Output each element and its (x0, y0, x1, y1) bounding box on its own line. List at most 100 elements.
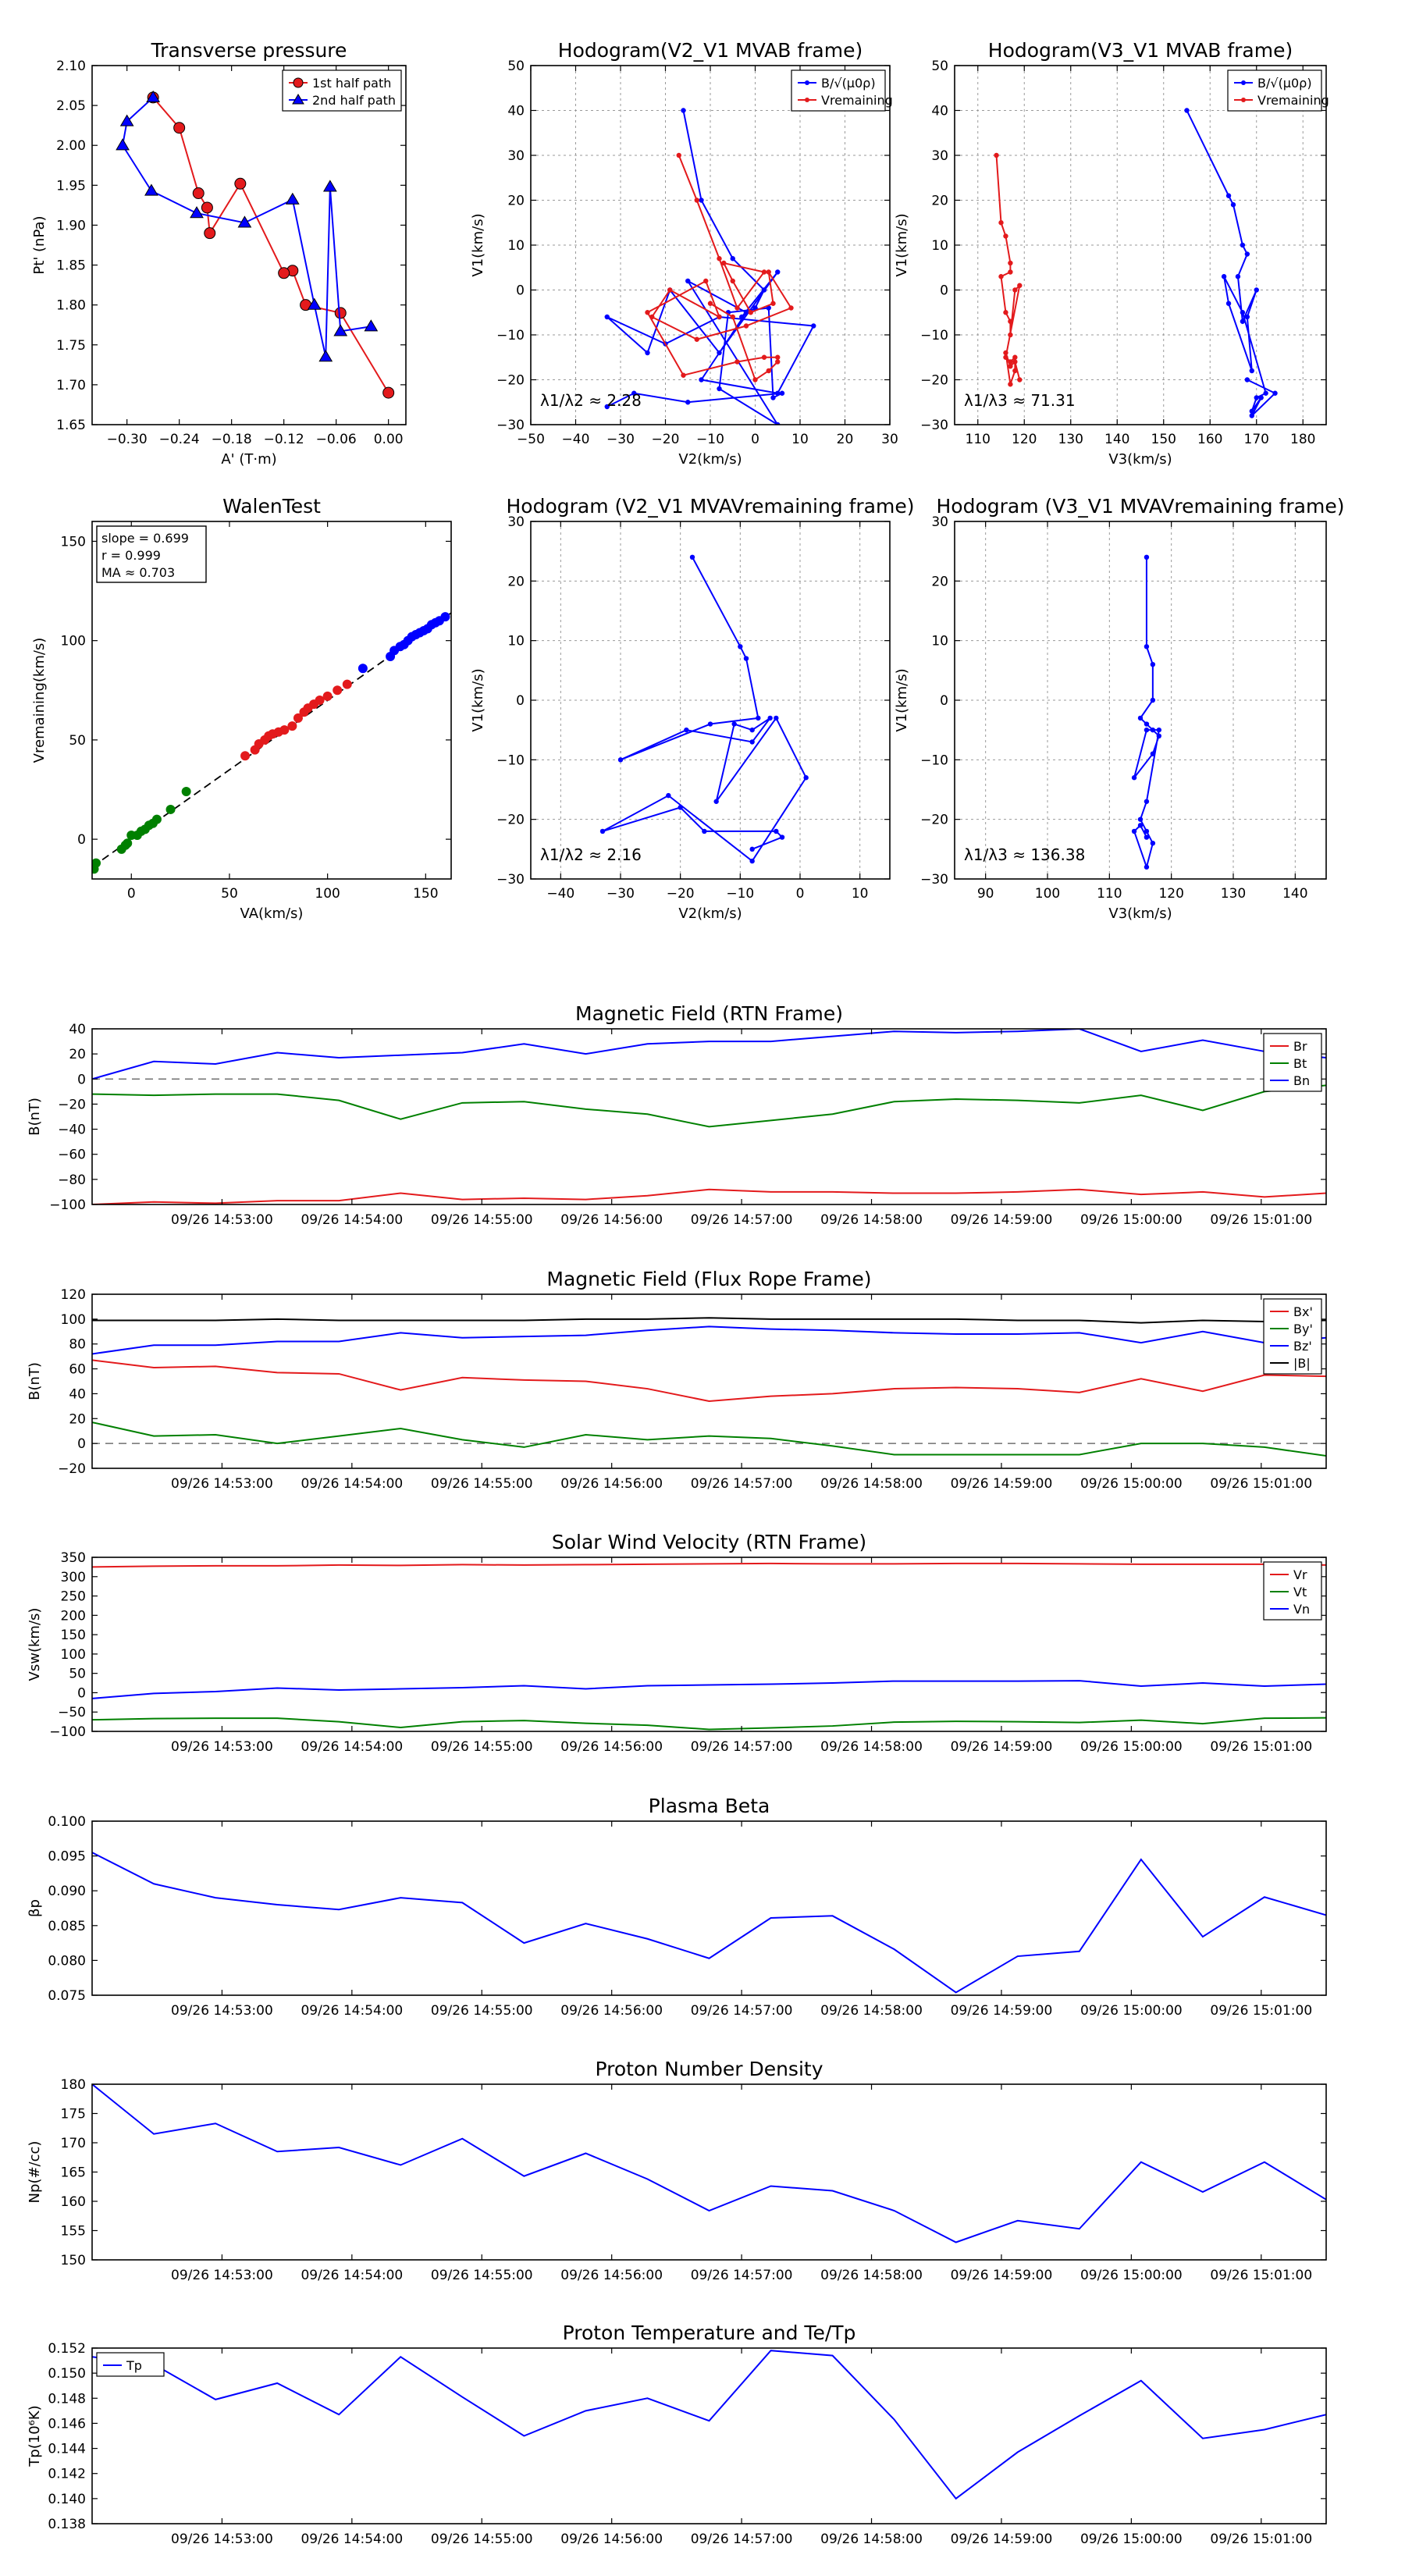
data-point (1008, 364, 1013, 369)
data-point (1008, 269, 1013, 275)
y-axis-label: V1(km/s) (894, 668, 910, 731)
chart-title: Magnetic Field (Flux Rope Frame) (546, 1268, 871, 1290)
x-tick-label: 09/26 14:54:00 (301, 1212, 403, 1228)
legend-marker (805, 80, 809, 85)
plot-frame (530, 521, 891, 880)
data-point (1249, 408, 1255, 414)
x-tick-label: −0.18 (212, 432, 252, 447)
data-point (770, 301, 776, 306)
x-tick-label: 09/26 15:00:00 (1080, 2268, 1183, 2283)
data-point (1221, 274, 1227, 279)
data-point (721, 260, 727, 266)
data-point (749, 858, 755, 864)
data-point (1008, 318, 1013, 324)
data-point (1272, 390, 1278, 396)
data-point (761, 269, 767, 275)
x-tick-label: 100 (315, 886, 340, 902)
x-tick-label: 160 (1197, 432, 1222, 447)
y-tick-label: −10 (496, 753, 525, 768)
series-line-B/√(μ0ρ) (1186, 110, 1277, 417)
data-point (1150, 697, 1156, 703)
data-point (645, 310, 650, 315)
data-layer (92, 1852, 1326, 1994)
x-tick-label: 09/26 14:56:00 (560, 2268, 663, 2283)
x-tick-label: 140 (1104, 432, 1129, 447)
y-tick-label: 1.80 (56, 298, 86, 314)
legend-label: Vremaining (821, 93, 893, 108)
scatter-point (342, 679, 352, 689)
y-tick-label: 0 (77, 1072, 86, 1087)
data-point (1008, 260, 1013, 266)
data-point (703, 278, 709, 284)
series-points-B/√(μ0ρ) (604, 108, 816, 425)
series-line-Vn (92, 1680, 1326, 1699)
data-point (1137, 817, 1144, 822)
data-layer (599, 554, 809, 864)
x-tick-label: 09/26 15:00:00 (1080, 1476, 1183, 1492)
y-tick-label: 2.00 (56, 138, 86, 154)
legend-box (791, 69, 886, 112)
x-tick-label: 09/26 15:01:00 (1210, 1739, 1312, 1755)
data-point (685, 400, 691, 405)
series-points-blue (357, 612, 450, 674)
data-point (1008, 382, 1013, 387)
x-axis-label: A' (T·m) (221, 451, 276, 468)
y-tick-label: 0 (516, 283, 525, 299)
y-tick-label: 20 (69, 1411, 86, 1427)
scatter-point (357, 664, 368, 674)
data-point (743, 323, 749, 329)
x-tick-label: 150 (413, 886, 438, 902)
y-tick-label: 0 (940, 283, 948, 299)
legend: Br Bt Bn (1263, 1033, 1322, 1092)
data-point (730, 256, 735, 262)
y-tick-label: 170 (61, 2136, 86, 2151)
y-tick-label: 40 (69, 1022, 86, 1037)
y-tick-label: 165 (61, 2165, 86, 2181)
x-tick-label: 10 (791, 432, 809, 447)
y-tick-label: 40 (507, 104, 525, 119)
data-point (702, 828, 707, 834)
data-point (731, 721, 737, 727)
data-point (717, 386, 722, 392)
data-point (318, 350, 333, 362)
data-point (774, 828, 779, 834)
data-point (192, 187, 205, 200)
legend: Tp (96, 2352, 165, 2377)
data-point (775, 359, 781, 365)
x-axis-label: V3(km/s) (1108, 906, 1172, 922)
x-tick-label: 09/26 14:54:00 (301, 2532, 403, 2547)
plot-frame (91, 1820, 1327, 1996)
legend-marker (805, 98, 809, 102)
data-point (738, 644, 743, 649)
y-tick-label: 50 (931, 59, 948, 74)
y-tick-label: 300 (61, 1570, 86, 1585)
chart-title: Hodogram(V3_V1 MVAB frame) (988, 39, 1293, 62)
data-point (116, 138, 130, 151)
scatter-point (181, 787, 191, 797)
legend-label: Bz' (1293, 1339, 1312, 1354)
data-point (285, 192, 300, 205)
x-tick-label: 100 (1035, 886, 1060, 902)
y-tick-label: 0 (77, 832, 86, 848)
stats-line: r = 0.999 (101, 548, 161, 563)
data-point (761, 287, 767, 293)
data-point (1137, 715, 1144, 721)
x-tick-label: 09/26 14:55:00 (431, 1212, 533, 1228)
x-tick-label: 09/26 14:57:00 (691, 2532, 793, 2547)
data-point (788, 305, 794, 311)
y-tick-label: 30 (507, 148, 525, 164)
scatter-point (165, 804, 176, 814)
y-tick-label: 10 (507, 238, 525, 254)
x-tick-label: 09/26 15:01:00 (1210, 2532, 1312, 2547)
data-point (694, 197, 699, 203)
x-tick-label: 09/26 14:59:00 (951, 2268, 1053, 2283)
y-tick-label: 20 (931, 574, 948, 589)
x-tick-label: −20 (652, 432, 680, 447)
series-line-V_remaining (646, 155, 792, 382)
y-tick-label: 0.090 (48, 1884, 86, 1899)
data-layer (92, 1562, 1326, 1731)
data-point (604, 314, 610, 320)
x-tick-label: −0.24 (159, 432, 200, 447)
x-tick-label: 90 (977, 886, 994, 902)
y-tick-label: 100 (61, 634, 86, 649)
